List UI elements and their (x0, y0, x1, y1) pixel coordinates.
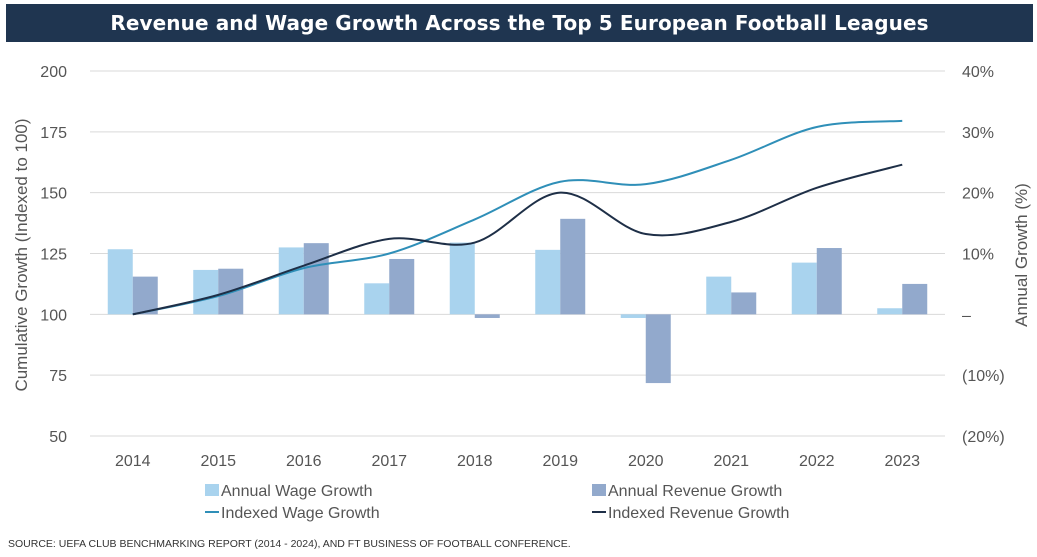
indexed-wage-growth-line (132, 119, 903, 316)
x-tick-label: 2022 (799, 453, 835, 470)
wage-growth-bar (620, 314, 646, 318)
legend-label: Indexed Revenue Growth (608, 505, 789, 522)
left-tick-label: 100 (40, 307, 67, 324)
right-tick-label: – (962, 307, 971, 324)
right-tick-label: (20%) (962, 429, 1005, 446)
right-tick-label: 10% (962, 247, 994, 264)
revenue-growth-bar (731, 292, 757, 315)
x-axis-ticks: 2014 2015 2016 2017 2018 2019 2020 2021 2022 2023 (115, 453, 920, 470)
revenue-growth-bar (389, 258, 415, 315)
wage-growth-bar (193, 269, 219, 315)
left-tick-label: 175 (40, 125, 67, 142)
wage-growth-bar (535, 249, 561, 315)
x-tick-label: 2017 (371, 453, 407, 470)
right-axis-ticks: 40% 30% 20% 10% – (10%) (20%) (962, 64, 1005, 446)
indexed-revenue-growth-line (132, 163, 903, 316)
left-tick-label: 50 (49, 429, 67, 446)
revenue-growth-bar (303, 243, 329, 315)
wage-growth-bar (449, 242, 475, 315)
legend-label: Annual Revenue Growth (608, 483, 782, 500)
right-axis-label: Annual Growth (%) (1012, 183, 1031, 327)
x-tick-label: 2014 (115, 453, 151, 470)
legend-label: Indexed Wage Growth (221, 505, 380, 522)
right-tick-label: 20% (962, 186, 994, 203)
wage-growth-bar (706, 276, 732, 315)
revenue-growth-bar (902, 283, 928, 315)
wage-growth-bar (278, 247, 304, 315)
left-tick-label: 75 (49, 368, 67, 385)
x-tick-label: 2018 (457, 453, 493, 470)
x-tick-label: 2020 (628, 453, 664, 470)
right-tick-label: 40% (962, 64, 994, 81)
wage-growth-bar (791, 262, 817, 315)
revenue-growth-bar (645, 314, 671, 384)
x-tick-label: 2019 (542, 453, 578, 470)
chart-title: Revenue and Wage Growth Across the Top 5… (6, 4, 1033, 42)
left-tick-label: 125 (40, 247, 67, 264)
revenue-growth-bar (474, 314, 500, 318)
right-tick-label: (10%) (962, 368, 1005, 385)
x-tick-label: 2023 (884, 453, 920, 470)
legend-swatch (592, 484, 606, 496)
source-note: SOURCE: UEFA CLUB BENCHMARKING REPORT (2… (8, 538, 571, 550)
wage-growth-bar (107, 249, 133, 315)
left-tick-label: 150 (40, 186, 67, 203)
bar-series (107, 218, 928, 384)
x-tick-label: 2016 (286, 453, 322, 470)
revenue-growth-bar (132, 276, 158, 315)
legend-swatch (205, 484, 219, 496)
right-tick-label: 30% (962, 125, 994, 142)
line-series (132, 119, 903, 316)
revenue-growth-bar (560, 218, 586, 315)
legend: Annual Wage Growth Annual Revenue Growth I… (205, 483, 789, 522)
revenue-growth-bar (816, 248, 842, 315)
x-tick-label: 2015 (200, 453, 236, 470)
wage-growth-bar (364, 283, 390, 315)
wage-growth-bar (877, 308, 903, 315)
left-axis-ticks: 200 175 150 125 100 75 50 (40, 64, 67, 446)
left-axis-label: Cumulative Growth (Indexed to 100) (12, 118, 31, 391)
left-tick-label: 200 (40, 64, 67, 81)
x-tick-label: 2021 (713, 453, 749, 470)
legend-label: Annual Wage Growth (221, 483, 372, 500)
